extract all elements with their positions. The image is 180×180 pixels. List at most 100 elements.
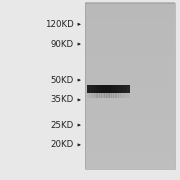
Bar (85, 58, 175, 61)
Bar (107, 85, 108, 93)
Bar (97, 85, 98, 93)
Bar (119, 93, 120, 98)
Bar (85, 161, 175, 163)
Text: 20KD: 20KD (51, 140, 74, 149)
Bar (114, 85, 115, 93)
Bar (116, 85, 117, 93)
Bar (108, 85, 109, 93)
Bar (96, 85, 98, 93)
Bar (85, 73, 175, 76)
Bar (99, 85, 100, 93)
Text: 120KD: 120KD (45, 20, 74, 29)
Bar (108, 93, 109, 98)
Bar (85, 25, 175, 28)
Bar (90, 93, 91, 98)
Bar (89, 85, 91, 93)
Bar (85, 2, 175, 5)
Bar (91, 85, 93, 93)
Bar (96, 93, 98, 98)
Bar (126, 85, 127, 93)
Bar (85, 63, 175, 65)
Bar (101, 85, 102, 93)
Bar (85, 119, 175, 121)
Bar (85, 42, 175, 44)
Bar (126, 93, 127, 98)
Bar (85, 29, 175, 32)
Bar (85, 136, 175, 138)
Bar (85, 92, 175, 94)
Bar (98, 85, 99, 93)
Bar (124, 85, 125, 93)
Bar (106, 93, 107, 98)
Bar (85, 154, 175, 157)
Bar (123, 93, 124, 98)
Bar (112, 93, 113, 98)
Bar (124, 93, 125, 98)
Bar (111, 93, 112, 98)
Bar (95, 85, 96, 93)
Bar (123, 85, 124, 93)
Bar (87, 93, 88, 98)
Bar (85, 156, 175, 159)
Bar (110, 93, 111, 98)
Bar (103, 85, 105, 93)
Bar (123, 85, 124, 93)
Bar (85, 69, 175, 71)
Bar (122, 85, 123, 93)
Bar (85, 104, 175, 107)
Bar (127, 93, 129, 98)
Bar (85, 111, 175, 113)
Bar (85, 121, 175, 123)
Bar (111, 85, 112, 93)
Bar (100, 93, 101, 98)
Bar (104, 93, 105, 98)
Bar (93, 85, 94, 93)
Bar (89, 85, 90, 93)
Bar (127, 85, 129, 93)
Bar (87, 85, 88, 93)
Bar (103, 85, 104, 93)
Bar (85, 17, 175, 19)
Bar (114, 93, 115, 98)
Bar (113, 93, 114, 98)
Bar (98, 93, 99, 98)
Bar (99, 85, 100, 93)
Bar (101, 93, 102, 98)
Bar (85, 31, 175, 34)
Bar (118, 93, 119, 98)
Bar (85, 98, 175, 100)
Bar (85, 3, 175, 169)
Bar (85, 109, 175, 111)
Bar (85, 150, 175, 152)
Bar (85, 102, 175, 105)
Bar (117, 93, 118, 98)
Bar (85, 84, 175, 86)
Bar (106, 85, 107, 93)
Bar (85, 117, 175, 119)
Bar (103, 93, 105, 98)
Bar (91, 93, 92, 98)
Bar (125, 93, 126, 98)
Bar (85, 94, 175, 96)
Bar (113, 85, 114, 93)
Bar (89, 93, 90, 98)
Bar (85, 23, 175, 26)
Bar (101, 93, 102, 98)
Bar (85, 96, 175, 98)
Bar (120, 85, 122, 93)
Bar (92, 93, 93, 98)
Bar (104, 85, 105, 93)
Bar (106, 85, 107, 93)
Bar (85, 115, 175, 117)
Bar (99, 93, 100, 98)
Bar (85, 79, 175, 82)
Bar (111, 93, 112, 98)
Bar (85, 86, 175, 88)
Bar (102, 93, 103, 98)
Bar (85, 52, 175, 55)
Bar (85, 71, 175, 73)
Bar (97, 93, 98, 98)
Bar (115, 93, 116, 98)
Bar (85, 88, 175, 90)
Bar (85, 13, 175, 15)
